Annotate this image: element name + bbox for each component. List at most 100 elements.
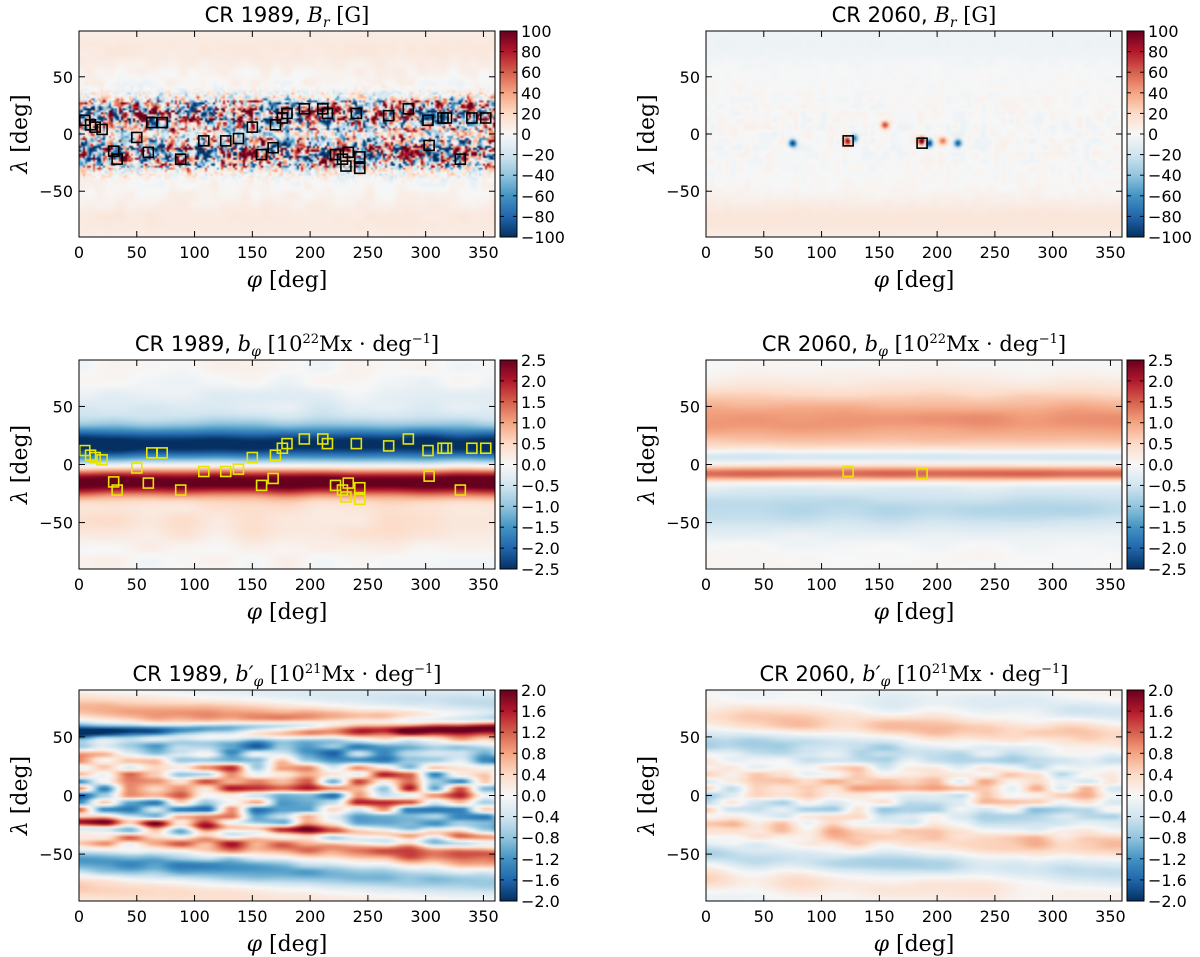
colorbar-tick-label: 0.4 (521, 765, 546, 784)
marker-square (198, 465, 210, 478)
colorbar-tick-label: 1.6 (1148, 702, 1173, 721)
x-tick-label: 50 (127, 243, 147, 262)
marker-square (174, 153, 187, 165)
marker-square (156, 447, 168, 459)
colorbar-tick-label: 1.2 (521, 723, 546, 742)
colorbar-tick-label: 0.5 (1148, 435, 1173, 454)
x-tick-label: 150 (237, 907, 268, 926)
marker-square (267, 141, 279, 154)
colorbar-tick-label: −2.5 (521, 560, 560, 579)
x-tick-label: 200 (295, 907, 326, 926)
y-axis-label: λ [deg] (8, 756, 33, 836)
x-axis-label: φ [deg] (874, 932, 955, 957)
marker-square (130, 462, 143, 474)
colorbar-tick-label: 0.4 (1148, 765, 1173, 784)
marker-square (255, 148, 268, 161)
colorbar-tick-label: −1.0 (521, 497, 560, 516)
marker-square (423, 139, 435, 152)
marker-square (321, 107, 334, 120)
colorbar-tick-label: −0.8 (1148, 829, 1187, 848)
colorbar-tick-label: −0.8 (521, 829, 560, 848)
colorbar-tick-label: 20 (521, 104, 541, 123)
colorbar-tick-label: −0.4 (521, 808, 560, 827)
marker-square (353, 151, 366, 163)
marker-square (353, 481, 366, 494)
y-tick-label: 0 (690, 787, 700, 806)
x-tick-label: 50 (754, 907, 774, 926)
colorbar-tick-label: 2.0 (1148, 372, 1173, 391)
colorbar-tick-label: 2.5 (521, 351, 546, 370)
marker-square (466, 112, 478, 124)
y-tick-label: 50 (53, 728, 73, 747)
marker-square (142, 146, 155, 159)
x-tick-label: 300 (410, 575, 441, 594)
x-tick-label: 350 (468, 575, 499, 594)
colorbar-tick-label: 2.0 (1148, 681, 1173, 700)
colorbar-tick-label: −60 (1148, 187, 1182, 206)
heatmap-image (706, 360, 1122, 569)
x-tick-label: 300 (1037, 243, 1068, 262)
colorbar-tick-label: −100 (1148, 228, 1192, 247)
x-tick-label: 100 (179, 575, 210, 594)
colorbar-tick-label: −2.0 (1148, 892, 1187, 911)
x-tick-label: 150 (237, 575, 268, 594)
x-axis-label: φ [deg] (247, 932, 328, 957)
x-tick-label: 300 (410, 243, 441, 262)
marker-square (89, 451, 101, 464)
chart-title: CR 2060, Br [G] (832, 3, 997, 31)
colorbar-tick-label: −80 (1148, 207, 1182, 226)
marker-square (350, 107, 363, 120)
panel-cr1989_bphiprime: 0 50 100 150 200 250 300 350 50 0 −50 φ [deg] λ [deg… (8, 662, 560, 957)
x-tick-label: 350 (468, 243, 499, 262)
marker-square (340, 160, 352, 172)
marker-square (402, 433, 415, 445)
y-tick-label: 0 (690, 456, 700, 475)
y-tick-label: 0 (63, 456, 73, 475)
x-tick-label: 100 (179, 243, 210, 262)
chart-title: CR 1989, Br [G] (205, 3, 370, 31)
colorbar-tick-label: −2.5 (1148, 560, 1187, 579)
x-tick-label: 250 (353, 575, 384, 594)
colorbar-tick-label: −0.5 (1148, 476, 1187, 495)
x-tick-label: 100 (806, 907, 837, 926)
colorbar-tick-label: −100 (521, 228, 565, 247)
x-tick-label: 0 (701, 575, 711, 594)
marker-square (350, 437, 363, 450)
colorbar-tick-label: −1.6 (521, 871, 560, 890)
marker-square (298, 103, 311, 115)
x-tick-label: 150 (864, 907, 895, 926)
chart-title: CR 1989, bφ [1022Mx · deg−1] (135, 332, 439, 360)
x-tick-label: 250 (980, 243, 1011, 262)
x-axis-label: φ [deg] (247, 268, 328, 293)
colorbar-tick-label: 80 (521, 43, 541, 62)
colorbar-tick-label: −60 (521, 187, 555, 206)
colorbar-tick-label: −80 (521, 207, 555, 226)
x-tick-label: 300 (410, 907, 441, 926)
x-tick-label: 50 (127, 575, 147, 594)
x-tick-label: 0 (701, 907, 711, 926)
y-tick-label: −50 (39, 514, 73, 533)
marker-square (232, 463, 245, 475)
x-tick-label: 250 (980, 907, 1011, 926)
marker-square (255, 479, 268, 492)
heatmap-image (79, 360, 495, 569)
marker-square (321, 437, 334, 450)
colorbar-tick-label: 80 (1148, 43, 1168, 62)
panel-cr2060_bphi: 0 50 100 150 200 250 300 350 50 0 −50 φ [deg] λ [deg… (635, 332, 1187, 625)
y-axis-label: λ [deg] (8, 94, 33, 174)
marker-square (269, 449, 282, 462)
marker-square (111, 153, 123, 165)
marker-square (454, 484, 467, 496)
colorbar-tick-label: −1.6 (1148, 871, 1187, 890)
x-tick-label: 200 (295, 575, 326, 594)
x-tick-label: 200 (922, 575, 953, 594)
colorbar-tick-label: −20 (1148, 146, 1182, 165)
y-axis-label: λ [deg] (635, 425, 660, 505)
colorbar-tick-label: −2.0 (521, 892, 560, 911)
marker-square (96, 123, 108, 136)
marker-square (466, 442, 478, 455)
x-axis-label: φ [deg] (874, 268, 955, 293)
marker-square (423, 470, 435, 482)
